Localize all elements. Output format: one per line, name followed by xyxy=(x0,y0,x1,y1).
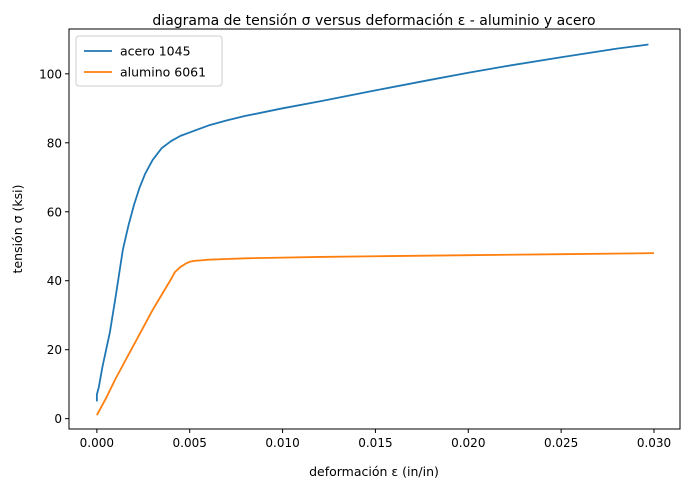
x-tick-label: 0.005 xyxy=(173,436,207,450)
y-tick-label: 0 xyxy=(54,412,62,426)
x-tick-label: 0.000 xyxy=(80,436,114,450)
y-tick-label: 20 xyxy=(47,343,62,357)
x-axis-label: deformación ε (in/in) xyxy=(309,464,439,479)
y-tick-label: 80 xyxy=(47,136,62,150)
series-layer xyxy=(95,43,655,416)
legend-label-acero: acero 1045 xyxy=(120,44,191,59)
legend-box xyxy=(75,35,223,87)
x-tick-label: 0.030 xyxy=(637,436,671,450)
series-line-0 xyxy=(95,43,649,402)
y-tick-label: 40 xyxy=(47,274,62,288)
chart-title: diagrama de tensión σ versus deformación… xyxy=(152,13,595,29)
series-line-1 xyxy=(96,252,655,416)
x-tick-label: 0.025 xyxy=(544,436,578,450)
x-tick-label: 0.010 xyxy=(265,436,299,450)
plot-frame xyxy=(68,28,681,430)
y-axis-ticks: 0 20 40 60 80 100 xyxy=(39,67,69,426)
x-tick-label: 0.015 xyxy=(358,436,392,450)
legend-label-aluminio: alumino 6061 xyxy=(120,65,206,80)
y-axis-label: tensión σ (ksi) xyxy=(10,185,25,274)
x-axis-ticks: 0.000 0.005 0.010 0.015 0.020 0.025 0.030 xyxy=(80,429,671,450)
x-tick-label: 0.020 xyxy=(451,436,485,450)
legend: acero 1045 alumino 6061 xyxy=(75,35,223,87)
y-tick-label: 60 xyxy=(47,205,62,219)
y-tick-label: 100 xyxy=(39,67,62,81)
